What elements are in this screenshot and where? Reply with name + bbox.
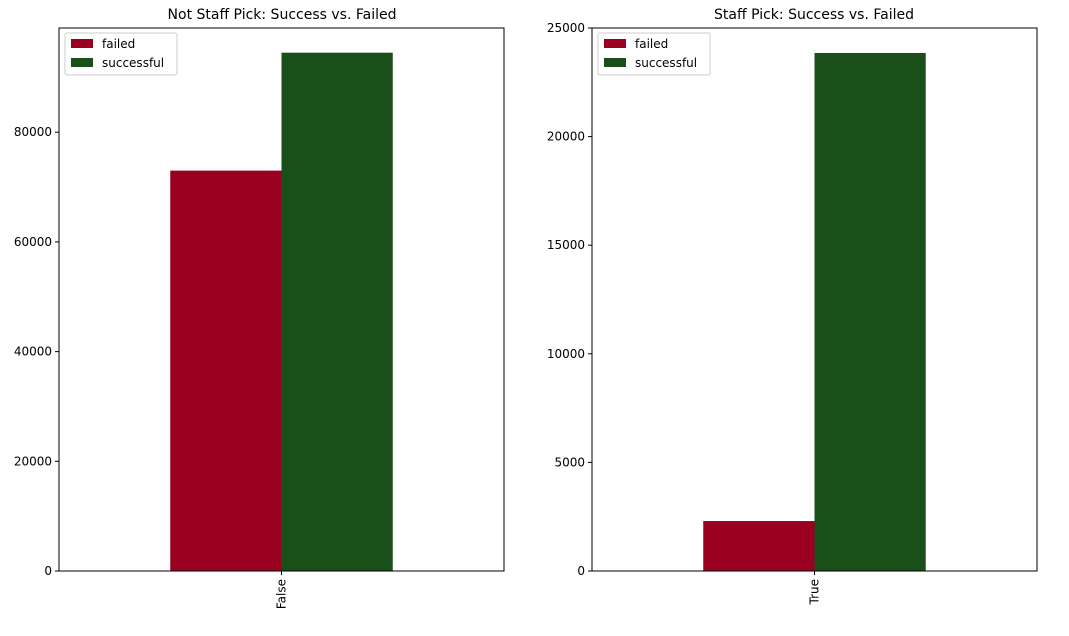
y-tick-label: 0 xyxy=(577,564,585,578)
legend: failed successful xyxy=(64,32,178,76)
y-tick-label: 0 xyxy=(44,564,52,578)
x-axis: False xyxy=(275,571,289,609)
legend-label-successful: successful xyxy=(102,56,164,70)
legend-label-successful: successful xyxy=(635,56,697,70)
x-tick-label: True xyxy=(808,579,822,606)
legend-swatch-failed xyxy=(71,39,93,48)
bar-group xyxy=(703,52,926,571)
legend-label-failed: failed xyxy=(102,37,135,51)
chart-not-staff-pick: Not Staff Pick: Success vs. Failed 0 2000… xyxy=(14,7,505,609)
y-axis: 0 20000 40000 60000 80000 xyxy=(14,125,59,578)
legend: failed successful xyxy=(597,32,711,76)
y-axis: 0 5000 10000 15000 20000 25000 xyxy=(547,21,592,578)
y-tick-label: 20000 xyxy=(14,454,52,468)
y-tick-label: 40000 xyxy=(14,345,52,359)
chart-staff-pick: Staff Pick: Success vs. Failed 0 5000 1000… xyxy=(547,7,1038,606)
bar-successful xyxy=(814,52,926,571)
plot-frame xyxy=(58,27,505,572)
y-tick-label: 60000 xyxy=(14,235,52,249)
x-tick-label: False xyxy=(275,579,289,609)
y-tick-label: 25000 xyxy=(547,21,585,35)
chart-title: Staff Pick: Success vs. Failed xyxy=(714,7,914,23)
bar-successful xyxy=(281,52,393,571)
y-tick-label: 10000 xyxy=(547,347,585,361)
legend-swatch-successful xyxy=(604,58,626,67)
legend-swatch-successful xyxy=(71,58,93,67)
plot-frame xyxy=(591,27,1038,572)
legend-label-failed: failed xyxy=(635,37,668,51)
y-tick-label: 20000 xyxy=(547,130,585,144)
bar-failed xyxy=(703,521,815,571)
chart-title: Not Staff Pick: Success vs. Failed xyxy=(168,7,397,23)
y-tick-label: 80000 xyxy=(14,125,52,139)
bar-group xyxy=(170,52,393,571)
y-tick-label: 5000 xyxy=(554,455,585,469)
x-axis: True xyxy=(808,571,822,606)
y-tick-label: 15000 xyxy=(547,238,585,252)
legend-swatch-failed xyxy=(604,39,626,48)
bar-failed xyxy=(170,170,282,571)
